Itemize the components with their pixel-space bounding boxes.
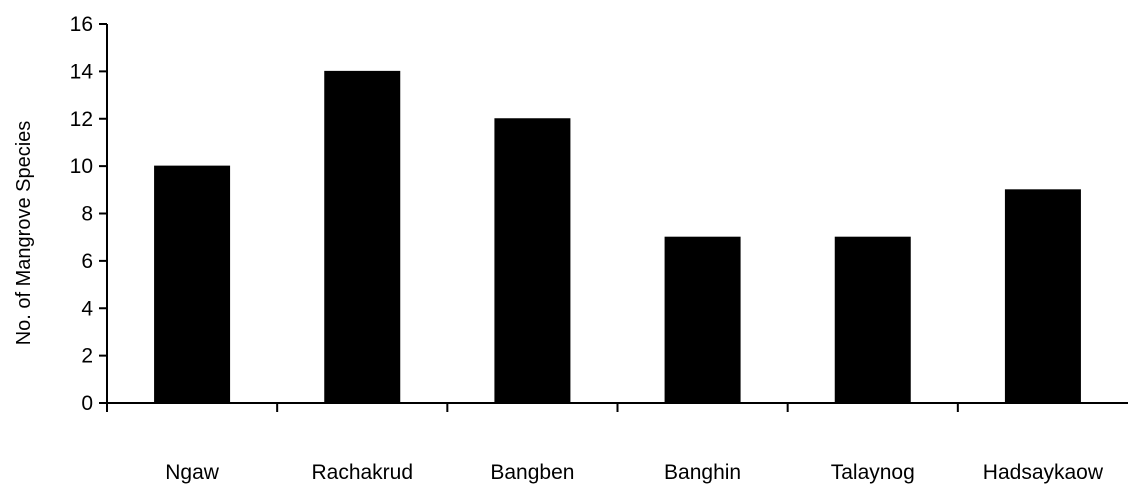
x-category-label: Hadsaykaow	[983, 461, 1104, 484]
bars	[154, 70, 1081, 404]
y-tick-label: 0	[81, 392, 93, 415]
y-tick-label: 8	[81, 203, 93, 226]
bar-hadsaykaow	[1004, 189, 1081, 404]
y-tick-label: 6	[81, 250, 93, 273]
y-tick-label: 14	[70, 60, 94, 83]
category-labels: Ngaw Rachakrud Bangben Banghin Talaynog Hadsa…	[165, 461, 1104, 484]
bar-banghin	[664, 236, 741, 404]
bar-ngaw	[154, 165, 231, 404]
y-tick-label: 16	[70, 13, 93, 36]
bar-rachakrud	[324, 70, 401, 404]
y-tick-label: 2	[81, 345, 93, 368]
y-tick-label: 12	[70, 108, 93, 131]
y-tick-label: 4	[81, 297, 93, 320]
y-axis-ticks: 0 2 4 6 8 10 12 14 16	[70, 13, 107, 415]
x-category-label: Ngaw	[165, 461, 220, 484]
bar-talaynog	[834, 236, 911, 404]
x-category-label: Bangben	[490, 461, 574, 484]
x-category-label: Rachakrud	[311, 461, 413, 484]
x-category-label: Banghin	[664, 461, 741, 484]
bar-bangben	[494, 118, 571, 404]
x-category-label: Talaynog	[831, 461, 915, 484]
y-axis-title: No. of Mangrove Species	[13, 121, 35, 346]
y-tick-label: 10	[70, 155, 93, 178]
x-axis-ticks	[106, 403, 959, 412]
